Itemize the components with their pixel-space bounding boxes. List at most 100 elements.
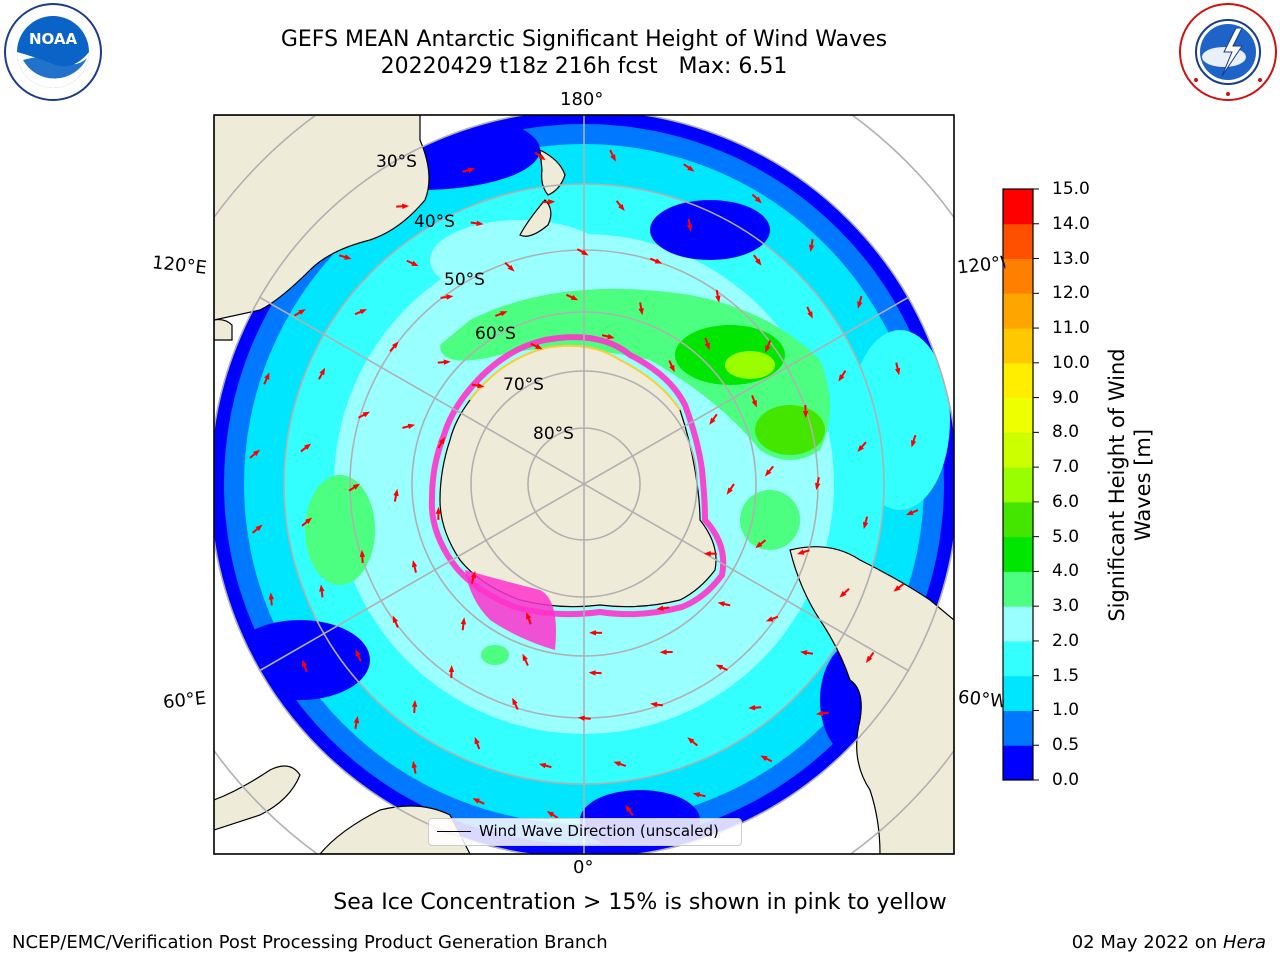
map-frame: [213, 114, 955, 855]
lat-label-30s: 30°S: [376, 152, 417, 172]
wind-wave-arrowhead: [857, 444, 864, 452]
wind-wave-arrowhead: [760, 755, 768, 762]
footer-date-text: 02 May 2022 on: [1071, 932, 1223, 953]
lat-label-60s: 60°S: [475, 324, 516, 344]
wind-wave-arrowhead: [638, 307, 644, 316]
wind-wave-arrowhead: [862, 521, 869, 530]
wind-wave-arrowhead: [577, 715, 585, 721]
colorbar-frame: [1002, 188, 1034, 781]
sea-ice-edge: [428, 334, 727, 618]
wind-wave-arrowhead: [353, 716, 360, 724]
wind-wave-arrowhead: [359, 309, 368, 315]
wind-wave-arrowhead: [650, 701, 658, 708]
wind-wave-arrowhead: [703, 550, 711, 557]
wind-wave-arrowhead: [815, 482, 821, 491]
wind-wave-arrowhead: [654, 258, 663, 264]
colorbar-tick-label: 1.0: [1052, 700, 1080, 721]
wind-wave-arrowhead: [687, 737, 695, 744]
noaa-logo: NOAA: [4, 3, 102, 101]
colorbar-segment: [1003, 362, 1033, 399]
colorbar-segment: [1003, 189, 1033, 225]
wind-wave-arrowhead: [319, 367, 326, 376]
wind-wave-arrowhead: [618, 203, 625, 212]
wind-wave-arrowhead: [460, 617, 467, 625]
colorbar-tick-label: 2.0: [1052, 630, 1080, 651]
colorbar-tick-label: 1.5: [1052, 665, 1080, 686]
wind-wave-arrowhead: [765, 616, 774, 622]
colorbar-segment: [1003, 571, 1033, 607]
wind-wave-arrowhead: [362, 411, 371, 418]
wind-wave-arrowhead: [305, 517, 313, 525]
colorbar-tick-label: 5.0: [1052, 526, 1080, 547]
wind-wave-arrowhead: [526, 612, 532, 620]
colorbar-tick-label: 4.0: [1052, 561, 1080, 582]
wind-wave-arrowhead: [448, 664, 455, 672]
wind-wave-arrowhead: [894, 367, 901, 376]
wind-wave-arrowhead: [535, 343, 543, 350]
land-masses: [214, 115, 954, 854]
colorbar-segment: [1003, 223, 1033, 260]
footer-host: Hera: [1222, 932, 1266, 953]
colorbar-label: Significant Height of Wind Waves [m]: [1104, 325, 1156, 645]
national-weather-service-logo: [1179, 3, 1277, 101]
wind-wave-arrowhead: [692, 792, 701, 798]
wind-wave-arrowhead: [906, 509, 914, 516]
colorbar-segment: [1003, 640, 1033, 677]
legend-label: Wind Wave Direction (unscaled): [479, 822, 719, 840]
colorbar-tick-label: 3.0: [1052, 596, 1080, 617]
colorbar-segment: [1003, 710, 1033, 746]
colorbar-label-line2: Waves [m]: [1131, 428, 1155, 542]
wind-wave-arrowhead: [411, 699, 418, 708]
colorbar-tick-label: 11.0: [1052, 318, 1090, 339]
noaa-logo-text: NOAA: [29, 30, 78, 48]
wind-wave-arrowhead: [726, 487, 733, 495]
colorbar: [1003, 188, 1039, 781]
wind-wave-arrowhead: [838, 374, 845, 382]
wind-wave-arrowhead: [446, 294, 454, 300]
wind-wave-arrowhead: [808, 244, 815, 252]
wind-wave-arrowhead: [581, 249, 589, 256]
lat-label-80s: 80°S: [533, 424, 574, 444]
wind-wave-arrowhead: [359, 549, 366, 558]
wind-wave-arrowhead: [474, 736, 480, 745]
colorbar-segment: [1003, 467, 1033, 503]
wind-wave-arrowhead: [264, 372, 270, 380]
wind-wave-arrowhead: [588, 670, 596, 676]
wind-wave-arrowhead: [709, 417, 716, 425]
wind-wave-arrowhead: [570, 294, 579, 301]
wind-wave-arrowhead: [800, 650, 808, 656]
wind-wave-arrowhead: [268, 592, 274, 600]
lon-label-0: 0°: [573, 857, 594, 878]
wind-wave-arrowhead: [538, 153, 546, 161]
wind-wave-arrowhead: [255, 524, 263, 532]
lat-label-50s: 50°S: [444, 270, 485, 290]
wind-wave-arrowhead: [704, 342, 710, 351]
wind-wave-arrowhead: [625, 804, 632, 813]
wind-wave-arrowhead: [512, 697, 518, 706]
wind-wave-arrowhead: [893, 585, 901, 592]
wind-wave-arrowhead: [748, 704, 756, 711]
wind-wave-arrowhead: [476, 220, 484, 227]
colorbar-tick-label: 9.0: [1052, 387, 1080, 408]
map-title: GEFS MEAN Antarctic Significant Height o…: [280, 27, 888, 52]
wind-wave-arrowhead: [717, 601, 725, 607]
wind-wave-arrowhead: [252, 449, 261, 457]
wind-wave-arrowhead: [477, 382, 485, 389]
wind-wave-arrowhead: [687, 165, 695, 172]
colorbar-segment: [1003, 293, 1033, 329]
colorbar-tick-label: 12.0: [1052, 283, 1090, 304]
wind-wave-arrowhead: [715, 664, 724, 671]
wind-wave-arrowhead: [659, 649, 667, 655]
wind-wave-arrows: [249, 149, 919, 819]
colorbar-segment: [1003, 536, 1033, 572]
wind-wave-arrowhead: [392, 615, 398, 623]
wind-wave-arrowhead: [669, 364, 675, 373]
wind-wave-arrowhead: [802, 411, 809, 419]
wind-wave-arrowhead: [411, 560, 418, 568]
colorbar-tick-label: 6.0: [1052, 491, 1080, 512]
wind-wave-arrowhead: [304, 443, 312, 450]
wind-wave-arrowhead: [344, 254, 352, 260]
footer-date: 02 May 2022 on Hera: [1072, 932, 1266, 953]
sea-ice-patch: [465, 570, 556, 650]
